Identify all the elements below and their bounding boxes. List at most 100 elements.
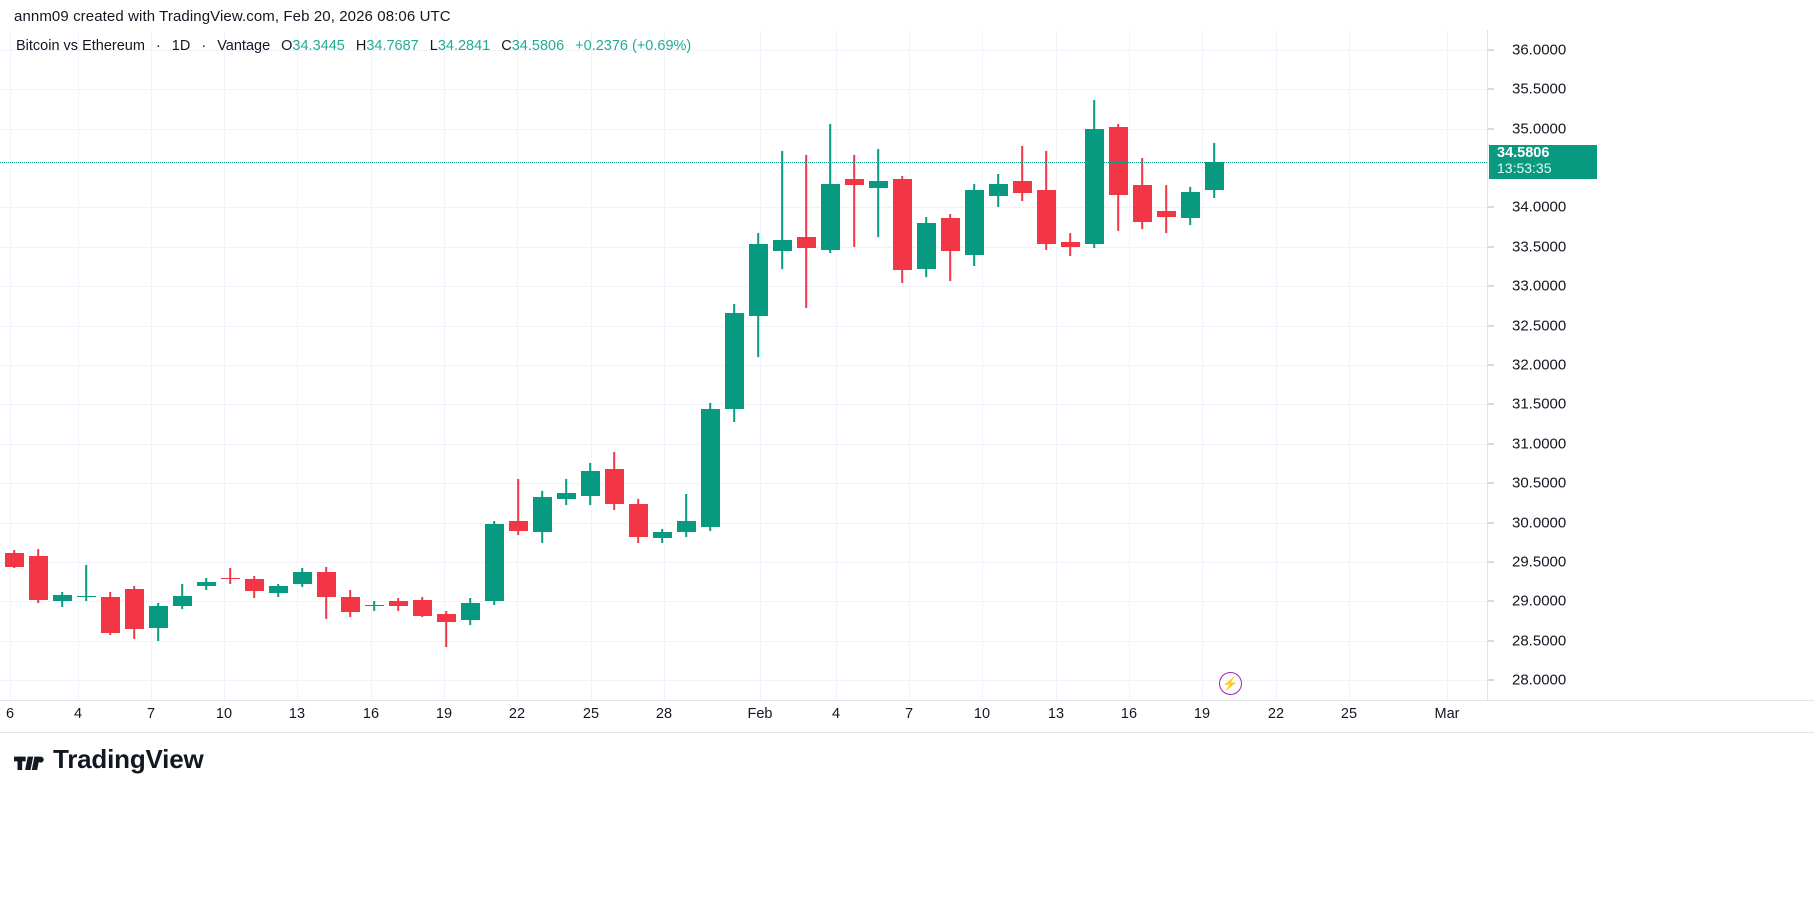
lightning-bolt-icon[interactable]: ⚡ xyxy=(1219,672,1242,695)
tradingview-logo-icon xyxy=(14,756,44,770)
candle-wick xyxy=(877,149,879,238)
legend-open: O 34.3445 xyxy=(281,38,345,54)
candle-body xyxy=(148,606,168,629)
time-tick-label: 22 xyxy=(508,706,526,722)
time-axis[interactable]: 6 4 7 10 13 16 19 22 25 28 Feb 4 7 10 13 16 19 22 25 Mar xyxy=(0,700,1814,732)
candle-body xyxy=(124,588,144,630)
candle-body xyxy=(892,178,912,271)
legend-symbol[interactable]: Bitcoin vs Ethereum xyxy=(16,38,145,54)
price-tick-label: 30.0000 xyxy=(1512,514,1567,532)
candlestick xyxy=(1084,30,1104,700)
candlestick xyxy=(916,30,936,700)
grid-line-horizontal xyxy=(0,522,1487,524)
candlestick xyxy=(940,30,960,700)
grid-line-vertical xyxy=(664,30,665,700)
candle-body xyxy=(844,178,864,186)
grid-line-vertical xyxy=(1349,30,1350,700)
candlestick xyxy=(1204,30,1224,700)
time-tick-label: 10 xyxy=(215,706,233,722)
candle-body xyxy=(316,571,336,597)
time-tick-label: 19 xyxy=(435,706,453,722)
candle-body xyxy=(916,223,936,269)
candle-wick xyxy=(1021,145,1023,202)
candle-body xyxy=(1204,161,1224,190)
candlestick xyxy=(52,30,72,700)
grid-line-horizontal xyxy=(0,404,1487,406)
candle-wick xyxy=(805,155,807,309)
grid-line-vertical xyxy=(1129,30,1130,700)
candlestick xyxy=(484,30,504,700)
grid-line-vertical xyxy=(909,30,910,700)
grid-line-horizontal xyxy=(0,246,1487,248)
candlestick xyxy=(1012,30,1032,700)
price-tick-label: 35.0000 xyxy=(1512,120,1567,138)
candle-body xyxy=(172,595,192,607)
time-tick-label: 7 xyxy=(146,706,156,722)
candlestick xyxy=(412,30,432,700)
grid-line-vertical xyxy=(760,30,761,700)
price-tick-label: 29.0000 xyxy=(1512,592,1567,610)
candle-body xyxy=(580,470,600,496)
time-tick-label: 22 xyxy=(1267,706,1285,722)
time-tick-label: 19 xyxy=(1193,706,1211,722)
candle-body xyxy=(796,237,816,249)
candle-body xyxy=(868,180,888,189)
grid-line-horizontal xyxy=(0,89,1487,91)
candle-body xyxy=(52,595,72,601)
grid-line-vertical xyxy=(151,30,152,700)
legend-separator-1: · xyxy=(155,38,161,54)
grid-line-horizontal xyxy=(0,443,1487,445)
candle-body xyxy=(1180,191,1200,219)
candle-body xyxy=(436,614,456,622)
candle-body xyxy=(292,572,312,585)
candlestick xyxy=(292,30,312,700)
candle-body xyxy=(628,503,648,537)
candle-body xyxy=(1108,126,1128,195)
candlestick xyxy=(604,30,624,700)
candle-body xyxy=(532,497,552,533)
grid-line-horizontal xyxy=(0,207,1487,209)
current-price-badge[interactable]: 34.5806 13:53:35 xyxy=(1489,144,1597,179)
candle-body xyxy=(1156,210,1176,217)
time-tick-label: 25 xyxy=(582,706,600,722)
candlestick xyxy=(772,30,792,700)
grid-line-vertical xyxy=(371,30,372,700)
candlestick xyxy=(988,30,1008,700)
legend-separator-2: · xyxy=(201,38,207,54)
price-axis[interactable]: 36.0000 35.5000 35.0000 34.0000 33.5000 33.00… xyxy=(1487,30,1814,700)
time-tick-label: 16 xyxy=(1120,706,1138,722)
candle-body xyxy=(724,312,744,410)
grid-line-vertical xyxy=(224,30,225,700)
time-tick-label: 16 xyxy=(362,706,380,722)
price-tick-dash xyxy=(1488,88,1494,90)
candlestick xyxy=(316,30,336,700)
candlestick xyxy=(1156,30,1176,700)
price-tick-dash xyxy=(1488,443,1494,445)
price-tick-dash xyxy=(1488,561,1494,563)
candlestick xyxy=(196,30,216,700)
candle-body xyxy=(652,532,672,539)
grid-line-horizontal xyxy=(0,128,1487,130)
brand-name: TradingView xyxy=(53,744,204,774)
legend-interval[interactable]: 1D xyxy=(171,38,191,54)
price-tick-dash xyxy=(1488,246,1494,248)
price-tick-label: 31.0000 xyxy=(1512,435,1567,453)
grid-line-horizontal xyxy=(0,601,1487,603)
candlestick xyxy=(892,30,912,700)
price-tick-label: 32.5000 xyxy=(1512,317,1567,335)
candlestick xyxy=(820,30,840,700)
candle-body xyxy=(940,218,960,252)
candle-body xyxy=(1060,242,1080,247)
candle-body xyxy=(76,595,96,598)
candlestick xyxy=(556,30,576,700)
candle-body xyxy=(28,555,48,600)
candlestick xyxy=(796,30,816,700)
candlestick xyxy=(1132,30,1152,700)
candle-body xyxy=(1036,190,1056,244)
chart-plot-area[interactable] xyxy=(0,30,1487,700)
candle-wick xyxy=(85,565,87,602)
candlestick xyxy=(172,30,192,700)
price-tick-label: 33.0000 xyxy=(1512,277,1567,295)
candle-body xyxy=(1084,128,1104,244)
